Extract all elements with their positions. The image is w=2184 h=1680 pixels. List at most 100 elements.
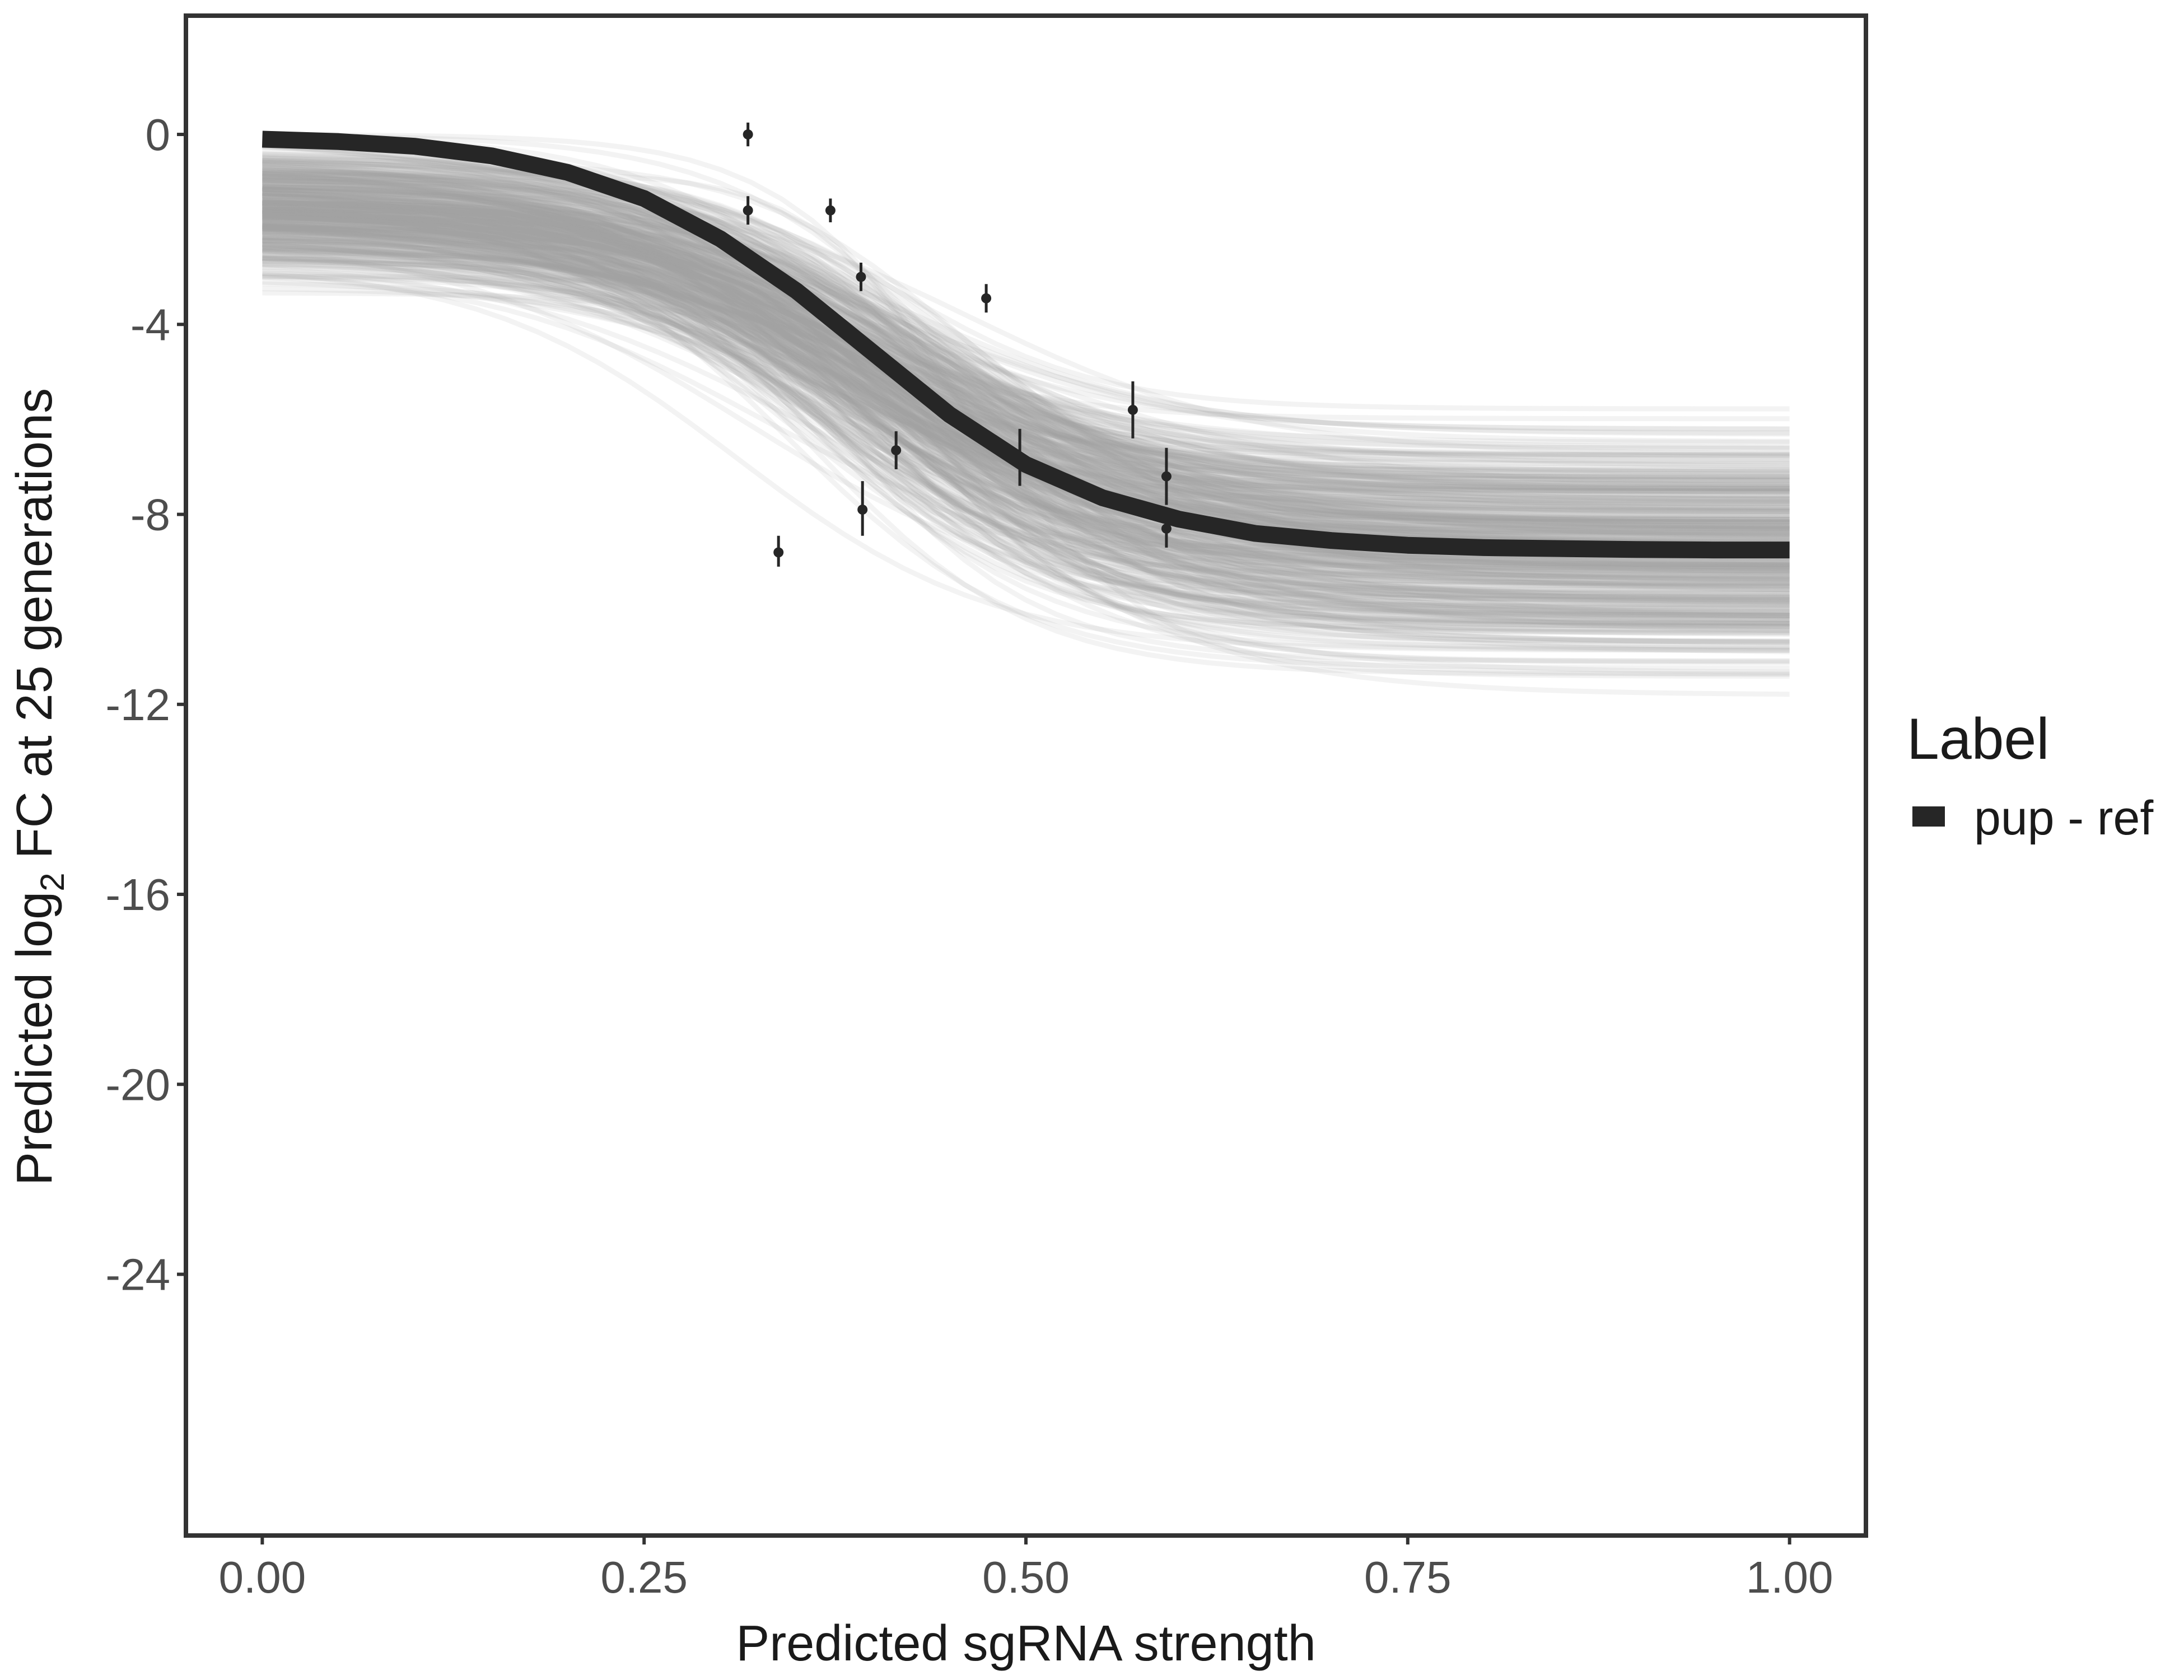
posterior-draw-line bbox=[262, 236, 1790, 489]
posterior-draw-line bbox=[262, 217, 1790, 494]
posterior-draw-line bbox=[262, 247, 1790, 633]
posterior-draw-line bbox=[262, 174, 1790, 582]
posterior-draw-line bbox=[262, 221, 1790, 543]
posterior-draw-line bbox=[262, 251, 1790, 445]
posterior-draw-line bbox=[262, 216, 1790, 636]
posterior-draw-line bbox=[262, 225, 1790, 571]
y-tick-label: -8 bbox=[130, 490, 170, 540]
posterior-draw-line bbox=[262, 134, 1790, 521]
posterior-draw-line bbox=[262, 200, 1790, 593]
posterior-draw-line bbox=[262, 218, 1790, 600]
posterior-draw-line bbox=[262, 220, 1790, 486]
y-axis-title-part1: Predicted log bbox=[7, 892, 63, 1186]
posterior-draw-line bbox=[262, 212, 1790, 644]
posterior-draw-line bbox=[262, 200, 1790, 606]
y-axis-title-subscript: 2 bbox=[34, 872, 71, 891]
posterior-draw-line bbox=[262, 179, 1790, 524]
posterior-draw-line bbox=[262, 201, 1790, 530]
posterior-draw-line bbox=[262, 202, 1790, 474]
posterior-draw-line bbox=[262, 165, 1790, 539]
posterior-draw-line bbox=[262, 186, 1790, 614]
y-tick-label: 0 bbox=[146, 110, 171, 160]
posterior-draw-line bbox=[262, 208, 1790, 574]
x-tick-label: 0.50 bbox=[982, 1552, 1070, 1602]
posterior-draw-line bbox=[262, 247, 1790, 599]
posterior-draw-line bbox=[262, 185, 1790, 618]
posterior-draw-line bbox=[262, 170, 1790, 627]
x-tick-label: 0.25 bbox=[600, 1552, 688, 1602]
posterior-draw-line bbox=[262, 178, 1790, 611]
posterior-draw-line bbox=[262, 155, 1790, 510]
posterior-draw-line bbox=[262, 214, 1790, 466]
posterior-draw-line bbox=[262, 213, 1790, 491]
posterior-draw-line bbox=[262, 154, 1790, 546]
posterior-draw-line bbox=[262, 238, 1790, 493]
posterior-draw-line bbox=[262, 199, 1790, 519]
posterior-draw-line bbox=[262, 192, 1790, 492]
posterior-draw-line bbox=[262, 208, 1790, 511]
posterior-draw-line bbox=[262, 220, 1790, 623]
posterior-draw-line bbox=[262, 221, 1790, 574]
posterior-draw-line bbox=[262, 190, 1790, 573]
posterior-draw-line bbox=[262, 164, 1790, 487]
posterior-draw-line bbox=[262, 160, 1790, 463]
posterior-draw-line bbox=[262, 248, 1790, 479]
posterior-draw-line bbox=[262, 214, 1790, 451]
posterior-draw-line bbox=[262, 165, 1790, 510]
posterior-draw-line bbox=[262, 175, 1790, 581]
posterior-draw-line bbox=[262, 132, 1790, 679]
posterior-draw-line bbox=[262, 208, 1790, 444]
posterior-draw-line bbox=[262, 273, 1790, 458]
posterior-draw-line bbox=[262, 214, 1790, 473]
posterior-draw-line bbox=[262, 231, 1790, 592]
data-point bbox=[981, 293, 992, 304]
posterior-draw-line bbox=[262, 250, 1790, 577]
posterior-draw-line bbox=[262, 155, 1790, 474]
posterior-draw-line bbox=[262, 212, 1790, 603]
posterior-draw-line bbox=[262, 149, 1790, 603]
posterior-draw-line bbox=[262, 216, 1790, 581]
posterior-draw-line bbox=[262, 208, 1790, 483]
posterior-draw-line bbox=[262, 202, 1790, 490]
posterior-draw-line bbox=[262, 247, 1790, 586]
y-tick-label: -12 bbox=[105, 680, 170, 730]
data-point bbox=[1015, 452, 1025, 463]
posterior-draw-line bbox=[262, 199, 1790, 533]
posterior-draw-line bbox=[262, 185, 1790, 500]
posterior-draw-line bbox=[262, 197, 1790, 481]
data-point bbox=[1127, 404, 1138, 415]
data-point bbox=[856, 272, 866, 282]
posterior-draw-line bbox=[262, 190, 1790, 587]
posterior-draw-line bbox=[262, 215, 1790, 577]
posterior-draw-line bbox=[262, 255, 1790, 471]
posterior-draw-line bbox=[262, 255, 1790, 531]
posterior-draw-line bbox=[262, 176, 1790, 525]
posterior-draw-line bbox=[262, 173, 1790, 575]
posterior-draw-line bbox=[262, 242, 1790, 582]
posterior-draw-line bbox=[262, 220, 1790, 623]
posterior-draw-line bbox=[262, 212, 1790, 488]
posterior-draw-line bbox=[262, 253, 1790, 587]
posterior-draw-line bbox=[262, 204, 1790, 643]
posterior-draw-line bbox=[262, 171, 1790, 572]
posterior-draw-line bbox=[262, 206, 1790, 635]
posterior-draw-line bbox=[262, 193, 1790, 536]
posterior-draw-line bbox=[262, 248, 1790, 450]
posterior-draw-line bbox=[262, 165, 1790, 608]
posterior-draw-line bbox=[262, 204, 1790, 538]
fit-curve-layer bbox=[262, 130, 1790, 559]
legend-label-pup-ref: pup - ref bbox=[1974, 791, 2154, 845]
posterior-draw-line bbox=[262, 161, 1790, 528]
posterior-draw-line bbox=[262, 241, 1790, 620]
posterior-draw-line bbox=[262, 165, 1790, 581]
posterior-draw-line bbox=[262, 184, 1790, 578]
posterior-draw-line bbox=[262, 200, 1790, 524]
posterior-draw-line bbox=[262, 198, 1790, 459]
posterior-draw-line bbox=[262, 232, 1790, 618]
posterior-draw-line bbox=[262, 190, 1790, 544]
posterior-draw-line bbox=[262, 186, 1790, 596]
posterior-draw-line bbox=[262, 160, 1790, 482]
x-tick-label: 1.00 bbox=[1746, 1552, 1833, 1602]
posterior-draw-line bbox=[262, 237, 1790, 526]
posterior-draw-line bbox=[262, 265, 1790, 601]
